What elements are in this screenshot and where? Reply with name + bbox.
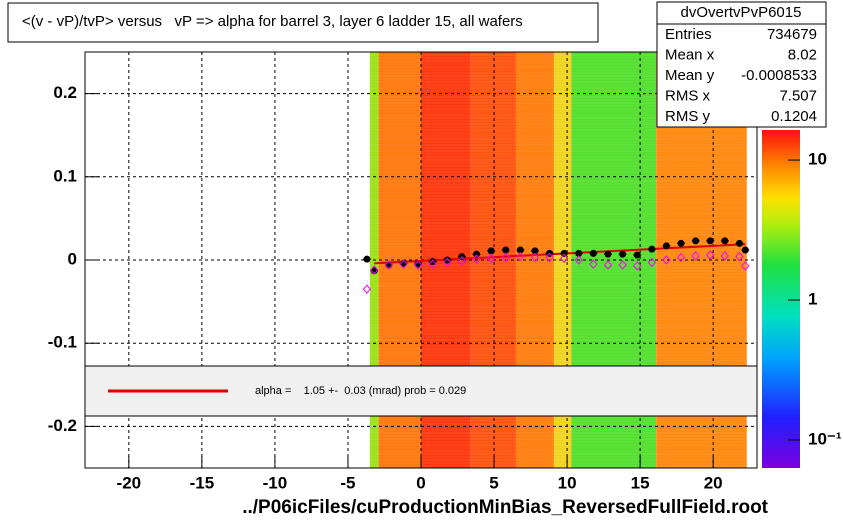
x-tick-label: -20 xyxy=(117,473,142,492)
point xyxy=(560,253,569,264)
point xyxy=(501,252,510,263)
x-tick-label: 5 xyxy=(489,473,498,492)
point xyxy=(692,237,700,245)
point xyxy=(603,260,613,270)
legend: alpha = 1.05 +- 0.03 (mrad) prob = 0.029 xyxy=(84,365,758,417)
stat-value: 8.02 xyxy=(788,46,817,63)
stat-key: Entries xyxy=(665,26,712,43)
point xyxy=(385,261,393,269)
stats-frame xyxy=(656,1,827,128)
point xyxy=(472,254,481,264)
point xyxy=(575,249,583,257)
stat-key: RMS x xyxy=(665,87,711,104)
point xyxy=(735,251,744,262)
stat-value: 7.507 xyxy=(779,87,817,104)
point xyxy=(384,260,394,270)
stat-key: Mean x xyxy=(665,46,715,63)
point xyxy=(530,252,540,263)
point xyxy=(429,258,437,266)
point xyxy=(706,250,715,260)
legend-label: alpha = 1.05 +- 0.03 (mrad) prob = 0.029 xyxy=(255,385,466,397)
x-tick-label: 20 xyxy=(704,473,723,492)
point xyxy=(531,247,539,255)
x-tick-label: -10 xyxy=(263,473,288,492)
point xyxy=(363,255,371,263)
point xyxy=(720,251,730,261)
point xyxy=(516,251,525,262)
y-tick-label: 0.1 xyxy=(53,166,77,185)
point xyxy=(662,255,671,265)
y-tick-label: -0.1 xyxy=(48,333,77,352)
x-tick-label: -15 xyxy=(190,473,215,492)
point xyxy=(370,265,379,275)
point xyxy=(735,239,743,247)
point xyxy=(399,259,408,269)
stats-box: dvOvertvPvP6015 Entries 734679 Mean x 8.02 M… xyxy=(656,1,827,128)
stats-name: dvOvertvPvP6015 xyxy=(681,4,802,21)
color-palette xyxy=(762,130,800,468)
point xyxy=(677,239,685,247)
stat-value: 734679 xyxy=(767,26,817,43)
point xyxy=(589,259,598,269)
point xyxy=(428,259,437,269)
point xyxy=(486,253,496,264)
stat-key: RMS y xyxy=(665,108,711,125)
stat-key: Mean y xyxy=(665,67,715,84)
point xyxy=(502,246,510,254)
point xyxy=(487,247,495,255)
point xyxy=(589,249,597,257)
z-tick-label: 1 xyxy=(808,289,817,308)
y-tick-label: -0.2 xyxy=(48,416,77,435)
point xyxy=(741,261,750,271)
point xyxy=(647,257,656,268)
frame xyxy=(84,51,758,469)
x-tick-label: 10 xyxy=(558,473,577,492)
point xyxy=(443,256,451,264)
fit-line xyxy=(374,243,746,265)
stat-value: 0.1204 xyxy=(771,108,817,125)
stats-rows: Entries 734679 Mean x 8.02 Mean y -0.0008533 R… xyxy=(665,26,817,125)
z-tick-label: 10 xyxy=(808,150,827,169)
point xyxy=(362,284,372,294)
point xyxy=(457,256,467,266)
point xyxy=(473,250,481,258)
point xyxy=(676,252,686,263)
point xyxy=(706,237,714,245)
point xyxy=(633,251,641,259)
point xyxy=(574,255,583,265)
point xyxy=(560,249,568,257)
title-box xyxy=(7,2,599,43)
point xyxy=(633,261,642,271)
point xyxy=(721,237,729,245)
point xyxy=(662,242,670,250)
x-tick-label: 15 xyxy=(631,473,650,492)
point xyxy=(619,250,627,258)
x-tick-label: -5 xyxy=(340,473,355,492)
point xyxy=(648,245,656,253)
point xyxy=(741,246,749,254)
x-axis-label: ../P06icFiles/cuProductionMinBias_Revers… xyxy=(242,497,768,518)
point xyxy=(604,250,612,258)
point xyxy=(618,260,627,270)
point xyxy=(443,257,452,268)
chart-title: <(v - vP)/tvP> versus vP => alpha for ba… xyxy=(22,13,523,30)
stat-value: -0.0008533 xyxy=(741,67,817,84)
point xyxy=(516,246,524,254)
point xyxy=(413,260,423,270)
point xyxy=(545,252,554,263)
z-tick-label: 10⁻¹ xyxy=(808,429,842,448)
point xyxy=(691,251,700,261)
y-tick-label: 0 xyxy=(68,249,77,268)
y-tick-label: 0.2 xyxy=(53,83,77,102)
x-tick-label: 0 xyxy=(416,473,425,492)
